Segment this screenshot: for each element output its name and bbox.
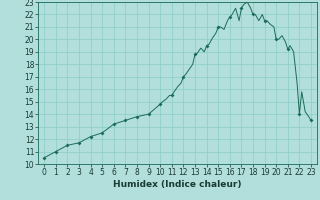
X-axis label: Humidex (Indice chaleur): Humidex (Indice chaleur) xyxy=(113,180,242,189)
